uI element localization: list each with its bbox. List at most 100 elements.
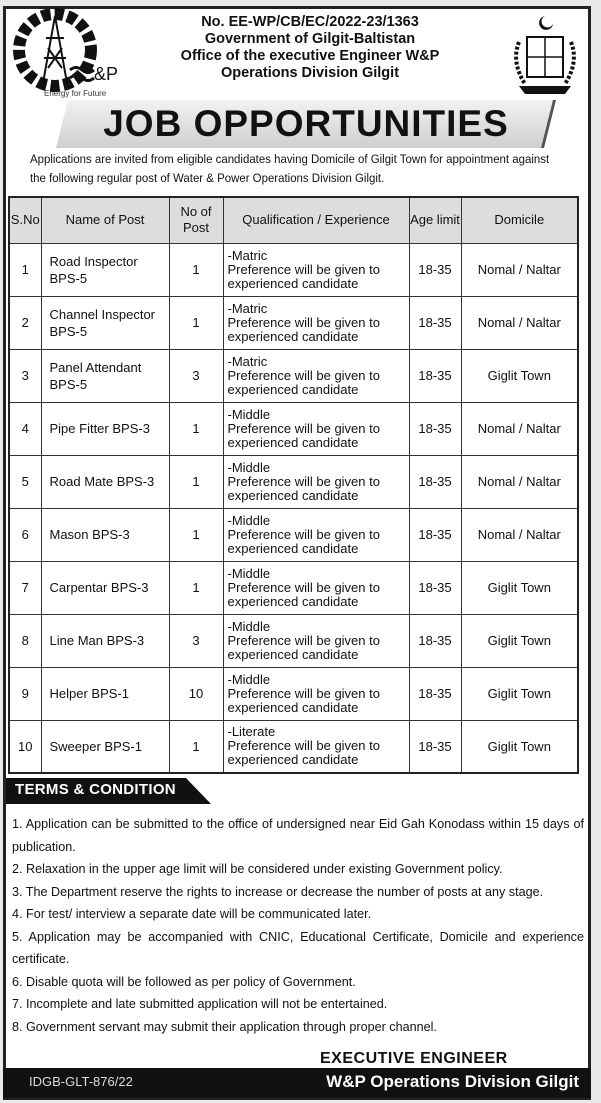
qualification: -Middle Preference will be given to exper… — [222, 613, 410, 668]
column-header: No of Post — [168, 196, 224, 244]
qualification-level: -Middle — [227, 459, 271, 475]
qualification: -Middle Preference will be given to exper… — [222, 454, 410, 509]
term-item: 1. Application can be submitted to the o… — [12, 817, 584, 854]
post-count: 1 — [168, 401, 224, 456]
table-row: 5 Road Mate BPS-3 1 -Middle Preference wi… — [8, 454, 579, 509]
table-row: 3 Panel Attendant BPS-5 3 -Matric Prefere… — [8, 348, 579, 403]
qualification-level: -Matric — [227, 300, 268, 316]
term-item: 2. Relaxation in the upper age limit wil… — [12, 862, 503, 876]
term-item: 8. Government servant may submit their a… — [12, 1019, 437, 1034]
term-item: 6. Disable quota will be followed as per… — [12, 974, 356, 989]
table-row: 4 Pipe Fitter BPS-3 1 -Middle Preference … — [8, 401, 579, 456]
serial-number: 8 — [8, 613, 42, 668]
post-count: 1 — [168, 507, 224, 562]
domicile: Nomal / Naltar — [460, 242, 579, 297]
publication-ref: IDGB-GLT-876/22 — [29, 1074, 133, 1089]
qualification-level: -Middle — [227, 512, 271, 528]
post-count: 1 — [168, 242, 224, 297]
post-count: 3 — [168, 348, 224, 403]
post-count: 1 — [168, 454, 224, 509]
gb-emblem — [514, 16, 576, 94]
terms-header-bar — [6, 778, 211, 804]
domicile: Giglit Town — [460, 348, 579, 403]
domicile: Nomal / Naltar — [460, 454, 579, 509]
intro-text: Applications are invited from eligible c… — [30, 152, 550, 185]
post-count: 1 — [168, 719, 224, 774]
column-header: Age limit — [408, 196, 462, 244]
age-limit: 18-35 — [408, 666, 462, 721]
table-row: 7 Carpentar BPS-3 1 -Middle Preference wi… — [8, 560, 579, 615]
term-item: 4. For test/ interview a separate date w… — [12, 907, 372, 921]
post-name: Mason BPS-3 — [40, 507, 170, 562]
signatory-office: W&P Operations Division Gilgit — [326, 1072, 579, 1091]
post-name: Road Inspector BPS-5 — [40, 242, 170, 297]
table-row: 6 Mason BPS-3 1 -Middle Preference will b… — [8, 507, 579, 562]
qualification: -Literate Preference will be given to exp… — [222, 719, 410, 774]
qualification: -Middle Preference will be given to exper… — [222, 401, 410, 456]
domicile: Giglit Town — [460, 666, 579, 721]
terms-list: 1. Application can be submitted to the o… — [12, 813, 584, 1038]
serial-number: 7 — [8, 560, 42, 615]
domicile: Giglit Town — [460, 613, 579, 668]
table-row: 1 Road Inspector BPS-5 1 -Matric Preferen… — [8, 242, 579, 297]
domicile: Giglit Town — [460, 719, 579, 774]
serial-number: 2 — [8, 295, 42, 350]
post-name: Road Mate BPS-3 — [40, 454, 170, 509]
preference-note: Preference will be given to experienced … — [227, 685, 380, 715]
term-item: 5. Application may be accompanied with C… — [12, 929, 584, 967]
qualification-level: -Matric — [227, 353, 268, 369]
table-row: 10 Sweeper BPS-1 1 -Literate Preference w… — [8, 719, 579, 774]
age-limit: 18-35 — [408, 560, 462, 615]
serial-number: 6 — [8, 507, 42, 562]
office-name: Office of the executive Engineer W&P — [180, 48, 440, 64]
table-row: 9 Helper BPS-1 10 -Middle Preference will… — [8, 666, 579, 721]
logo-text: &P — [94, 64, 118, 84]
jobs-table: S.No Name of Post No of Post Qualification … — [8, 196, 579, 774]
column-header: S.No — [8, 196, 42, 244]
wp-logo: &P Energy for Future — [13, 8, 118, 98]
qualification: -Matric Preference will be given to exper… — [222, 242, 410, 297]
preference-note: Preference will be given to experienced … — [227, 526, 380, 556]
domicile: Nomal / Naltar — [460, 295, 579, 350]
post-count: 1 — [168, 560, 224, 615]
serial-number: 9 — [8, 666, 42, 721]
qualification-level: -Middle — [227, 406, 271, 422]
qualification-level: -Literate — [227, 724, 276, 740]
table-row: 2 Channel Inspector BPS-5 1 -Matric Prefe… — [8, 295, 579, 350]
preference-note: Preference will be given to experienced … — [227, 367, 380, 397]
post-name: Carpentar BPS-3 — [40, 560, 170, 615]
post-name: Pipe Fitter BPS-3 — [40, 401, 170, 456]
qualification: -Matric Preference will be given to exper… — [222, 348, 410, 403]
qualification: -Middle Preference will be given to exper… — [222, 666, 410, 721]
age-limit: 18-35 — [408, 401, 462, 456]
domicile: Nomal / Naltar — [460, 507, 579, 562]
age-limit: 18-35 — [408, 507, 462, 562]
page-title: JOB OPPORTUNITIES — [103, 103, 509, 144]
table-header: S.No Name of Post No of Post Qualification … — [8, 196, 579, 244]
preference-note: Preference will be given to experienced … — [227, 579, 380, 609]
table-row: 8 Line Man BPS-3 3 -Middle Preference wil… — [8, 613, 579, 668]
post-name: Sweeper BPS-1 — [40, 719, 170, 774]
age-limit: 18-35 — [408, 613, 462, 668]
post-name: Panel Attendant BPS-5 — [40, 348, 170, 403]
preference-note: Preference will be given to experienced … — [227, 420, 380, 450]
preference-note: Preference will be given to experienced … — [227, 738, 380, 768]
age-limit: 18-35 — [408, 348, 462, 403]
qualification: -Middle Preference will be given to exper… — [222, 560, 410, 615]
age-limit: 18-35 — [408, 719, 462, 774]
post-count: 10 — [168, 666, 224, 721]
term-item: 7. Incomplete and late submitted applica… — [12, 997, 388, 1011]
serial-number: 4 — [8, 401, 42, 456]
age-limit: 18-35 — [408, 454, 462, 509]
qualification: -Middle Preference will be given to exper… — [222, 507, 410, 562]
qualification-level: -Middle — [227, 618, 271, 634]
post-count: 3 — [168, 613, 224, 668]
letterhead: No. EE-WP/CB/EC/2022-23/1363 Government … — [140, 14, 480, 82]
division-name: Operations Division Gilgit — [220, 65, 400, 81]
column-header: Name of Post — [40, 196, 170, 244]
column-header: Qualification / Experience — [222, 196, 410, 244]
serial-number: 5 — [8, 454, 42, 509]
preference-note: Preference will be given to experienced … — [227, 314, 380, 344]
serial-number: 1 — [8, 242, 42, 297]
serial-number: 3 — [8, 348, 42, 403]
